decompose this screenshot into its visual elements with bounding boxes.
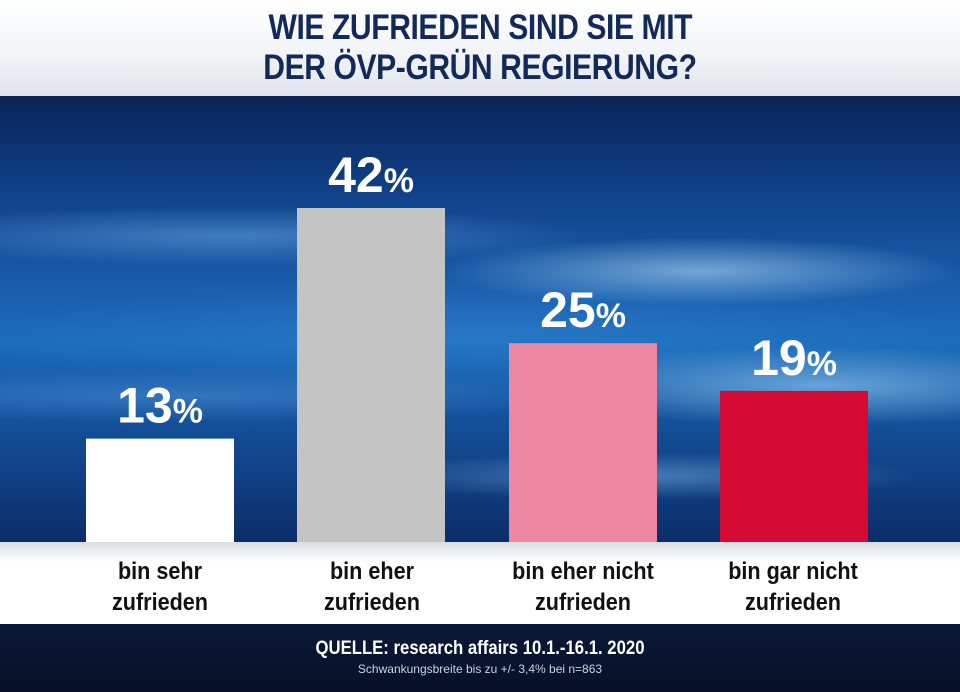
data-label-unit: % xyxy=(173,393,203,431)
category-label-2-line-1: bin eher xyxy=(329,558,415,585)
margin-of-error-note: Schwankungsbreite bis zu +/- 3,4% bei n=… xyxy=(357,662,603,676)
data-label-value: 19 xyxy=(751,330,807,386)
category-label-3-line-2: zufrieden xyxy=(534,589,632,616)
data-label-unit: % xyxy=(384,162,414,200)
data-label-unit: % xyxy=(596,297,626,335)
category-label-1-line-1: bin sehr xyxy=(117,558,203,585)
bar-3 xyxy=(509,343,657,542)
category-label-3: bin eher nicht zufrieden xyxy=(488,556,678,618)
category-label-4-line-1: bin gar nicht xyxy=(728,558,858,585)
source-text: QUELLE: research affairs 10.1.-16.1. 202… xyxy=(315,638,645,659)
bar-2 xyxy=(297,208,445,542)
category-label-4: bin gar nicht zufrieden xyxy=(698,556,888,618)
chart-title-line-1: WIE ZUFRIEDEN SIND SIE MIT xyxy=(268,8,692,47)
data-label-value: 25 xyxy=(540,282,596,338)
category-label-2: bin eher zufrieden xyxy=(277,556,467,618)
bar-4 xyxy=(720,390,868,542)
title-band: WIE ZUFRIEDEN SIND SIE MIT DER ÖVP-GRÜN … xyxy=(0,0,960,96)
chart-title-line-2: DER ÖVP-GRÜN REGIERUNG? xyxy=(263,48,697,87)
data-label-value: 13 xyxy=(117,378,173,434)
data-label-3: 25% xyxy=(540,282,626,338)
data-label-value: 42 xyxy=(328,147,384,203)
footer: QUELLE: research affairs 10.1.-16.1. 202… xyxy=(0,624,960,692)
category-label-3-line-1: bin eher nicht xyxy=(512,558,654,585)
data-label-2: 42% xyxy=(328,147,414,203)
category-label-band xyxy=(0,542,960,624)
data-label-unit: % xyxy=(807,345,837,383)
category-label-1: bin sehr zufrieden xyxy=(65,556,255,618)
category-label-2-line-2: zufrieden xyxy=(323,589,421,616)
data-label-4: 19% xyxy=(751,330,837,386)
category-label-4-line-2: zufrieden xyxy=(744,589,842,616)
bar-1 xyxy=(86,438,234,542)
bar-chart: 13%42%25%19% xyxy=(86,147,868,542)
category-label-1-line-2: zufrieden xyxy=(111,589,209,616)
data-label-1: 13% xyxy=(117,378,203,434)
